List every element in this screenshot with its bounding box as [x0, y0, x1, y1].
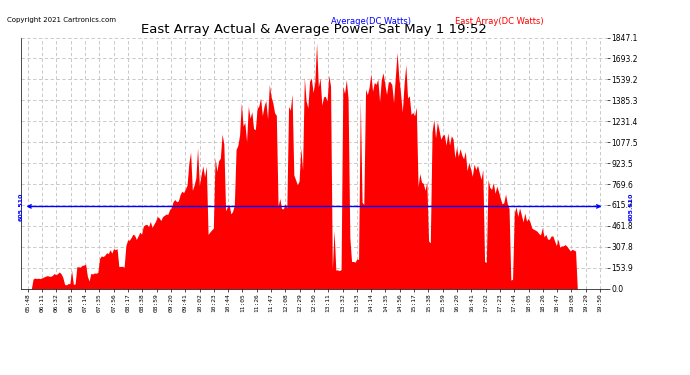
Text: 605.510: 605.510	[18, 192, 23, 220]
Title: East Array Actual & Average Power Sat May 1 19:52: East Array Actual & Average Power Sat Ma…	[141, 23, 487, 36]
Text: 605.510: 605.510	[628, 192, 633, 220]
Text: East Array(DC Watts): East Array(DC Watts)	[455, 17, 544, 26]
Text: Average(DC Watts): Average(DC Watts)	[331, 17, 411, 26]
Text: Copyright 2021 Cartronics.com: Copyright 2021 Cartronics.com	[7, 17, 116, 23]
